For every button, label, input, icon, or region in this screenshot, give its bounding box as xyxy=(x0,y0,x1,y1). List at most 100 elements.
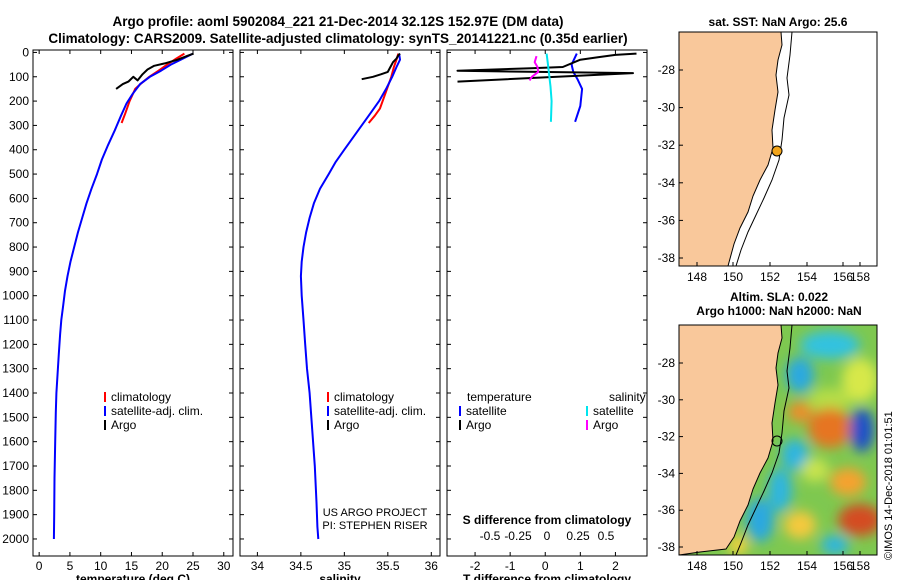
legend-label: satellite xyxy=(466,404,507,418)
legend-label: Argo xyxy=(466,418,492,432)
y-tick-label: 600 xyxy=(9,191,29,205)
map-y-tick-label: -28 xyxy=(658,63,676,77)
x-tick-label: 35.5 xyxy=(376,559,400,573)
y-tick-label: 1400 xyxy=(2,386,29,400)
y-tick-label: 0 xyxy=(22,45,29,59)
x-axis-label: T difference from climatology xyxy=(463,572,631,580)
y-tick-label: 1000 xyxy=(2,289,29,303)
legend-label: climatology xyxy=(111,390,171,404)
map-x-tick-label: 154 xyxy=(797,559,817,573)
map-x-tick-label: 158 xyxy=(850,270,870,284)
y-tick-label: 1600 xyxy=(2,435,29,449)
map-y-tick-label: -30 xyxy=(658,101,676,115)
x-tick-label: 0 xyxy=(36,559,43,573)
sla-float-marker xyxy=(771,435,783,447)
map-x-tick-label: 154 xyxy=(797,270,817,284)
salinity-panel: 34 34.5 35 35.5 36 salinity climatologysatelli… xyxy=(239,49,441,580)
series-satellite-adj-clim- xyxy=(52,52,194,540)
map-y-tick-label: -36 xyxy=(658,213,676,227)
imos-watermark: ©IMOS 14-Dec-2018 01:01:51 xyxy=(883,411,895,560)
legend-label: satellite-adj. clim. xyxy=(111,404,203,418)
map-x-tick-label: 158 xyxy=(850,559,870,573)
x-axis-label: temperature (deg C) xyxy=(76,572,190,580)
plot-frame xyxy=(32,49,234,557)
x2-tick-label: -0.5 xyxy=(480,529,501,543)
sla-contour xyxy=(735,325,793,555)
credit-project: US ARGO PROJECT xyxy=(323,507,428,519)
credit-pi: PI: STEPHEN RISER xyxy=(322,520,427,532)
map-y-tick-label: -38 xyxy=(658,251,676,265)
series-satellite-adj-clim- xyxy=(299,53,401,540)
y-tick-label: 100 xyxy=(9,70,29,84)
map-x-tick-label: 152 xyxy=(760,270,780,284)
x-tick-label: 25 xyxy=(186,559,200,573)
map-y-tick-label: -34 xyxy=(658,466,676,480)
y-tick-label: 300 xyxy=(9,118,29,132)
x-tick-label: 34 xyxy=(251,559,265,573)
sst-land xyxy=(679,32,783,266)
x-tick-label: 15 xyxy=(125,559,139,573)
y-tick-label: 700 xyxy=(9,216,29,230)
x-tick-label: 20 xyxy=(156,559,170,573)
x-tick-label: 35 xyxy=(338,559,352,573)
legend-label: Argo xyxy=(111,418,137,432)
x-tick-label: 34.5 xyxy=(289,559,313,573)
title-line2: Climatology: CARS2009. Satellite-adjuste… xyxy=(48,31,627,46)
x-axis-label: salinity xyxy=(319,572,361,580)
series-t-argo xyxy=(456,52,637,83)
map-x-tick-label: 156 xyxy=(833,559,853,573)
map-y-tick-label: -36 xyxy=(658,503,676,517)
map-y-tick-label: -38 xyxy=(658,540,676,554)
legend-label: satellite xyxy=(593,404,634,418)
series-t-satellite xyxy=(570,53,584,123)
y-tick-label: 200 xyxy=(9,94,29,108)
title-line1: Argo profile: aoml 5902084_221 21-Dec-20… xyxy=(113,14,564,29)
y-tick-label: 1500 xyxy=(2,410,29,424)
map-y-tick-label: -30 xyxy=(658,393,676,407)
map-x-tick-label: 152 xyxy=(760,559,780,573)
map-x-tick-label: 156 xyxy=(833,270,853,284)
map-y-tick-label: -28 xyxy=(658,356,676,370)
sst-coast-contour xyxy=(735,32,793,266)
x2-axis-label: S difference from climatology xyxy=(463,513,632,527)
y-tick-label: 900 xyxy=(9,264,29,278)
sst-map-title: sat. SST: NaN Argo: 25.6 xyxy=(709,15,848,29)
x-tick-label: 1 xyxy=(577,559,584,573)
x2-tick-label: 0.25 xyxy=(566,529,590,543)
y-tick-label: 1100 xyxy=(3,313,29,327)
x-tick-label: 5 xyxy=(67,559,74,573)
legend-label: Argo xyxy=(593,418,619,432)
x-tick-label: 30 xyxy=(217,559,231,573)
x-tick-label: 0 xyxy=(542,559,549,573)
map-y-tick-label: -32 xyxy=(658,138,676,152)
map-y-tick-label: -32 xyxy=(658,430,676,444)
map-x-tick-label: 148 xyxy=(687,559,707,573)
map-x-tick-label: 150 xyxy=(723,270,743,284)
y-tick-label: 1300 xyxy=(2,362,29,376)
plot-frame xyxy=(239,49,441,557)
sla-map-title1: Altim. SLA: 0.022 xyxy=(730,290,828,304)
x2-tick-label: 0.5 xyxy=(598,529,615,543)
map-x-tick-label: 150 xyxy=(723,559,743,573)
series-argo xyxy=(361,52,401,81)
y-tick-label: 800 xyxy=(9,240,29,254)
y-tick-label: 1200 xyxy=(2,337,29,351)
legend-temp-title: temperature xyxy=(467,390,532,404)
legend-label: climatology xyxy=(334,390,394,404)
map-y-tick-label: -34 xyxy=(658,176,676,190)
x-tick-label: -1 xyxy=(505,559,516,573)
series-s-argo xyxy=(528,55,540,81)
legend-sal-title: salinity xyxy=(609,390,646,404)
y-tick-label: 1800 xyxy=(2,483,29,497)
series-argo xyxy=(115,52,194,90)
y-tick-label: 500 xyxy=(9,167,29,181)
series-s-satellite xyxy=(545,53,553,122)
x-tick-label: -2 xyxy=(470,559,481,573)
x2-tick-label: 0 xyxy=(544,529,551,543)
x-tick-label: 36 xyxy=(425,559,439,573)
map-x-tick-label: 148 xyxy=(687,270,707,284)
legend-label: Argo xyxy=(334,418,360,432)
y-tick-label: 2000 xyxy=(2,532,29,546)
